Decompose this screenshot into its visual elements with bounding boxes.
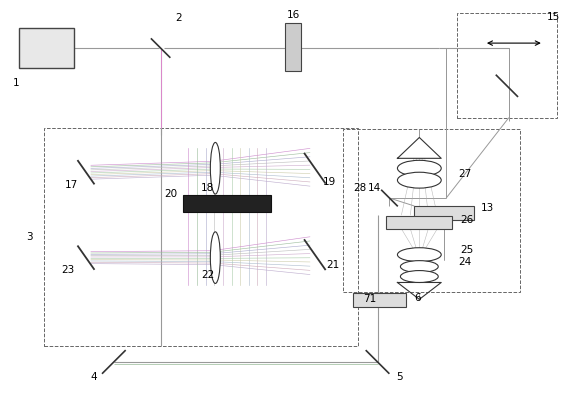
Text: 13: 13 [481,203,494,213]
Text: 4: 4 [91,372,97,382]
Bar [415,206,474,220]
Text: 71: 71 [363,294,376,304]
Bar [343,129,520,293]
Bar [19,28,74,68]
Text: 18: 18 [201,183,214,193]
Ellipse shape [398,248,441,262]
Ellipse shape [400,261,438,273]
Text: 25: 25 [461,245,474,255]
Text: 26: 26 [461,215,474,225]
Ellipse shape [210,143,220,194]
Bar [285,23,301,71]
Bar [183,195,271,212]
Text: 5: 5 [396,372,403,382]
Ellipse shape [400,271,438,283]
Text: 28: 28 [353,183,366,193]
Bar [44,128,358,346]
Text: 19: 19 [323,177,336,187]
Bar [457,13,557,117]
Text: 3: 3 [26,232,32,242]
Text: 6: 6 [414,293,421,303]
Text: 21: 21 [326,260,340,269]
Text: 27: 27 [458,169,472,179]
Bar [353,293,406,307]
Text: 15: 15 [547,12,560,22]
Ellipse shape [398,172,441,188]
Text: 24: 24 [458,257,472,267]
Text: 23: 23 [61,265,74,274]
Text: 16: 16 [286,10,299,20]
Text: 14: 14 [368,183,381,193]
Ellipse shape [210,232,220,283]
Text: 2: 2 [175,13,182,23]
Text: 22: 22 [201,269,214,279]
Text: 1: 1 [13,78,20,88]
Text: 17: 17 [64,180,78,190]
Text: 20: 20 [164,189,177,199]
Ellipse shape [398,160,441,176]
Bar [386,216,452,229]
